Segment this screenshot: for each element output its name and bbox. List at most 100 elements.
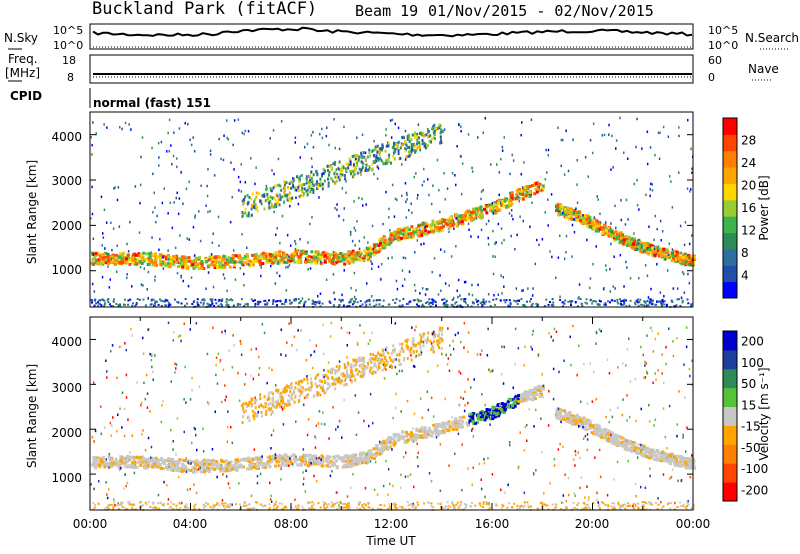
echo-cell [530,298,532,300]
echo-cell [316,253,320,257]
echo-cell [386,440,390,444]
echo-cell [226,262,230,266]
echo-cell [278,258,282,262]
echo-cell [671,206,674,209]
echo-cell [628,446,632,450]
echo-cell [244,195,247,199]
echo-cell [366,246,370,250]
echo-cell [310,458,314,462]
echo-cell [484,209,487,212]
echo-cell [371,162,374,166]
echo-cell [458,425,462,429]
echo-cell [398,227,402,231]
colorbar-tick-label: 24 [741,156,756,170]
echo-cell [633,441,637,445]
echo-cell [155,458,159,462]
echo-cell [274,198,277,202]
echo-cell [590,425,594,429]
echo-cell [115,463,119,467]
echo-cell [668,461,672,465]
echo-cell [353,200,355,203]
echo-cell [625,439,628,443]
echo-cell [294,188,297,192]
echo-cell [488,300,491,303]
echo-cell [417,136,420,140]
echo-cell [367,241,369,244]
echo-cell [416,298,419,301]
echo-cell [278,250,282,254]
echo-cell [231,467,235,471]
echo-cell [188,238,190,241]
echo-cell [421,430,425,433]
echo-cell [347,253,351,257]
echo-cell [284,300,287,303]
echo-cell [99,458,103,462]
echo-cell [582,214,586,217]
echo-cell [625,305,628,308]
echo-cell [170,262,174,266]
echo-cell [498,171,501,174]
echo-cell [177,212,180,216]
echo-cell [397,436,401,440]
echo-cell [418,429,422,433]
echo-cell [424,435,428,439]
echo-cell [486,415,490,418]
echo-cell [364,151,367,155]
echo-cell [286,455,290,459]
echo-cell [608,228,612,232]
echo-cell [308,462,312,466]
echo-cell [319,184,322,187]
cpid-label: CPID [10,89,42,103]
echo-cell [191,466,195,470]
echo-cell [557,256,560,259]
echo-cell [303,304,305,307]
echo-cell [510,191,514,195]
echo-cell [232,249,235,252]
echo-cell [509,172,511,176]
echo-cell [581,304,584,307]
echo-cell [123,457,127,461]
echo-cell [330,461,334,465]
echo-cell [393,439,396,443]
echo-cell [439,210,441,214]
echo-cell [319,177,322,181]
echo-cell [241,131,244,135]
echo-cell [471,283,473,287]
echo-cell [336,203,338,206]
echo-cell [363,236,365,239]
echo-cell [206,466,210,470]
echo-cell [186,266,190,270]
echo-cell [536,386,540,390]
echo-cell [372,148,375,152]
echo-cell [139,183,142,187]
echo-cell [293,251,297,255]
echo-cell [356,258,360,262]
echo-cell [253,198,256,202]
echo-cell [574,415,578,418]
echo-cell [407,146,409,149]
echo-cell [316,173,319,177]
echo-cell [91,301,93,304]
echo-cell [341,293,343,297]
echo-cell [90,136,92,139]
echo-cell [368,247,372,251]
echo-cell [679,251,683,255]
echo-cell [275,251,279,255]
echo-cell [254,302,257,305]
echo-cell [565,414,569,418]
echo-cell [560,409,564,412]
echo-cell [427,178,429,181]
echo-cell [303,187,306,191]
echo-cell [308,458,312,462]
echo-cell [231,299,234,302]
echo-cell [351,155,354,158]
echo-cell [343,174,346,177]
echo-cell [574,214,578,218]
echo-cell [410,438,414,442]
echo-cell [183,465,187,469]
echo-cell [392,154,395,158]
echo-cell [415,427,419,431]
echo-cell [415,436,419,440]
echo-cell [270,189,272,192]
echo-cell [292,457,296,461]
